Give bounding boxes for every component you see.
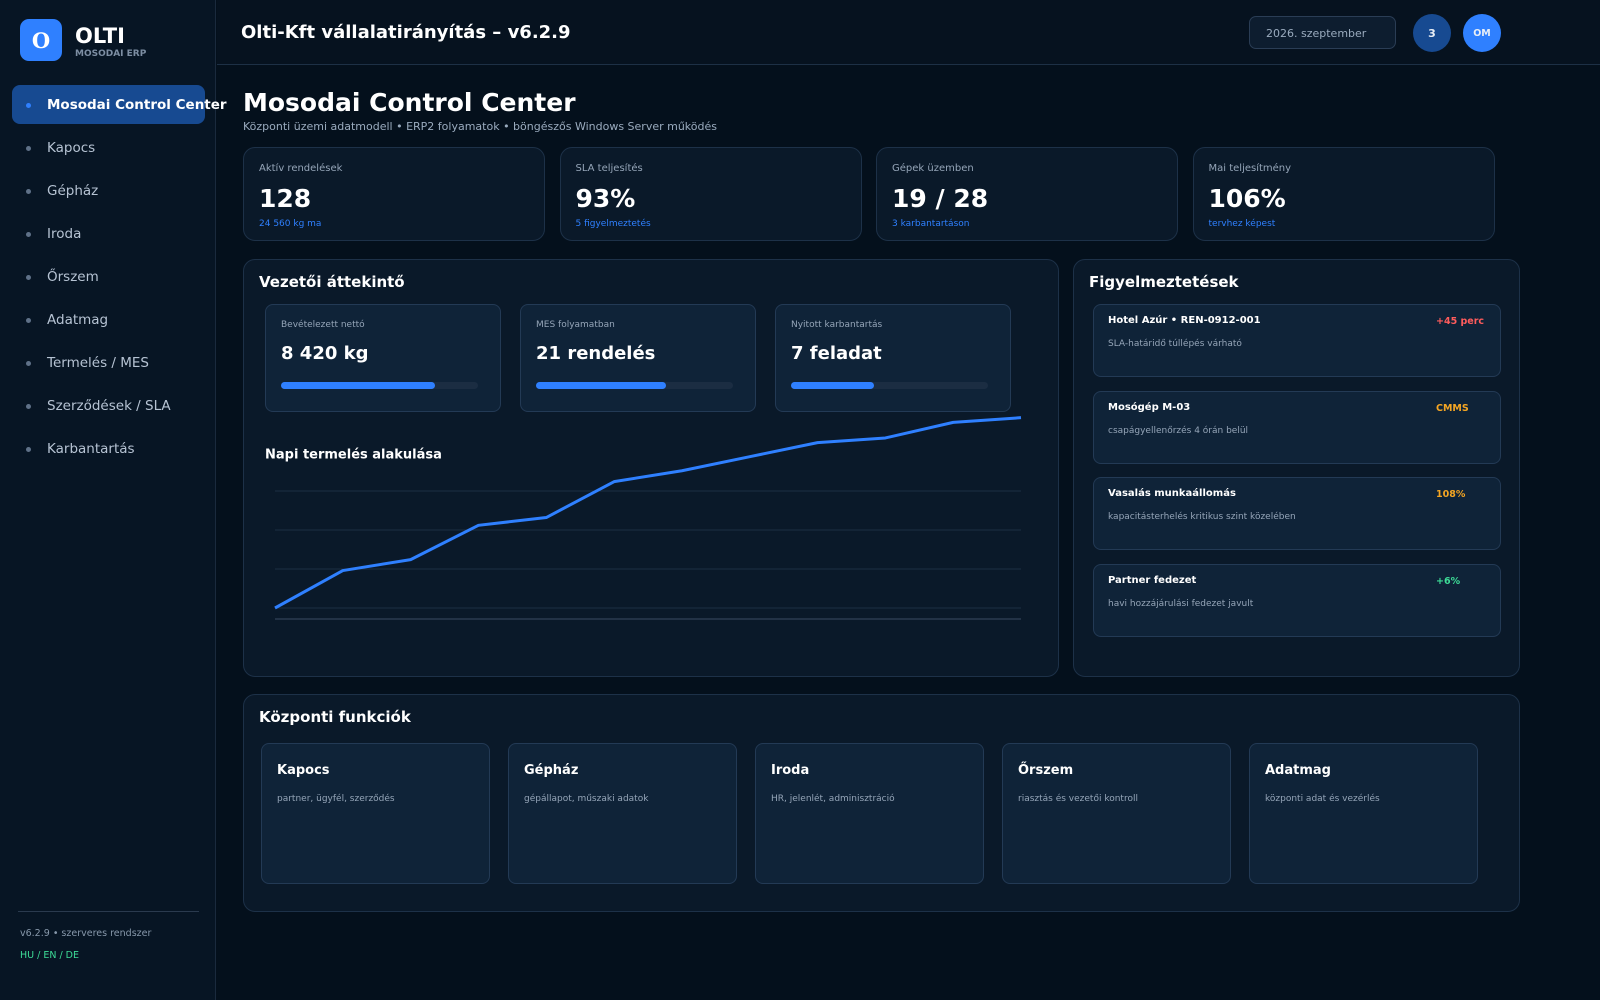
functions-panel: Központi funkciók Kapocs partner, ügyfél,… — [243, 694, 1520, 912]
version: v6.2.9 • szerveres rendszer — [20, 928, 152, 939]
line-series — [274, 416, 1022, 610]
metric-value: 21 rendelés — [536, 343, 656, 364]
metric-label: MES folyamatban — [536, 320, 615, 330]
alert-card[interactable]: Mosógép M-03 CMMS csapágyellenőrzés 4 órán… — [1093, 390, 1501, 464]
alerts-panel: Figyelmeztetések Hotel Azúr • REN-0912-0… — [1073, 259, 1520, 677]
kpi-label: Aktív rendelések — [259, 163, 343, 174]
alert-card[interactable]: Hotel Azúr • REN-0912-001 +45 perc SLA-hat… — [1093, 304, 1501, 377]
kpi-card: Aktív rendelések 128 24 560 kg ma — [243, 147, 545, 241]
kpi-value: 19 / 28 — [892, 184, 989, 213]
nav-item[interactable]: Gépház — [12, 171, 205, 210]
metric-label: Nyitott karbantartás — [791, 320, 883, 330]
alert-text: SLA-határidő túllépés várható — [1108, 339, 1242, 349]
alert-badge: CMMS — [1436, 402, 1469, 414]
alert-card[interactable]: Vasalás munkaállomás 108% kapacitásterhelé… — [1093, 477, 1501, 550]
alert-title: Partner fedezet — [1108, 574, 1197, 586]
page-title: Mosodai Control Center — [243, 88, 576, 117]
nav-item[interactable]: Termelés / MES — [12, 343, 205, 382]
kpi-value: 93% — [575, 184, 636, 213]
alert-title: Vasalás munkaállomás — [1108, 488, 1236, 499]
alert-text: havi hozzájárulási fedezet javult — [1108, 598, 1254, 609]
kpi-note: 24 560 kg ma — [259, 219, 322, 229]
kpi-label: SLA teljesítés — [575, 163, 643, 174]
metric-label: Bevételezett nettó — [281, 320, 365, 330]
header: Olti-Kft vállalatirányítás – v6.2.9 2026… — [217, 0, 1600, 65]
chart-title: Napi termelés alakulása — [265, 448, 442, 463]
app-title: Olti-Kft vállalatirányítás – v6.2.9 — [241, 22, 571, 43]
overview-panel: Vezetői áttekintő Napi termelés alakulás… — [243, 259, 1059, 677]
progress-bar — [281, 382, 435, 389]
function-text: partner, ügyfél, szerződés — [277, 794, 395, 804]
metric-card: Nyitott karbantartás 7 feladat — [775, 304, 1011, 412]
function-title: Gépház — [524, 763, 579, 778]
page-subtitle: Központi üzemi adatmodell • ERP2 folyama… — [243, 120, 717, 133]
kpi-label: Mai teljesítmény — [1208, 163, 1292, 174]
progress-track — [791, 382, 988, 389]
nav-item[interactable]: Iroda — [12, 214, 205, 253]
function-text: központi adat és vezérlés — [1265, 794, 1380, 804]
kpi-note: 5 figyelmeztetés — [575, 219, 651, 229]
function-card[interactable]: Kapocs partner, ügyfél, szerződés — [261, 743, 490, 884]
languages[interactable]: HU / EN / DE — [20, 950, 80, 961]
metric-card: MES folyamatban 21 rendelés — [520, 304, 756, 412]
nav-item[interactable]: Karbantartás — [12, 429, 205, 468]
function-title: Adatmag — [1265, 763, 1331, 778]
panel-title: Központi funkciók — [259, 708, 411, 726]
metric-value: 8 420 kg — [281, 343, 369, 364]
date-picker[interactable]: 2026. szeptember — [1249, 16, 1396, 49]
alert-card[interactable]: Partner fedezet +6% havi hozzájárulási fed… — [1093, 563, 1501, 637]
sidebar: O OLTI MOSODAI ERP Mosodai Control Cente… — [0, 0, 227, 1000]
kpi-card: Gépek üzemben 19 / 28 3 karbantartáson — [876, 147, 1178, 241]
alert-title: Mosógép M-03 — [1108, 401, 1191, 413]
brand: OLTI — [75, 24, 125, 48]
alert-title: Hotel Azúr • REN-0912-001 — [1108, 315, 1261, 326]
kpi-card: Mai teljesítmény 106% tervhez képest — [1192, 147, 1495, 241]
kpi-note: tervhez képest — [1208, 219, 1276, 229]
panel-title: Figyelmeztetések — [1089, 273, 1239, 291]
function-text: gépállapot, műszaki adatok — [524, 794, 649, 804]
nav-item[interactable]: Szerződések / SLA — [12, 386, 205, 425]
metric-card: Bevételezett nettó 8 420 kg — [265, 304, 501, 412]
kpi-note: 3 karbantartáson — [892, 219, 970, 229]
function-card[interactable]: Őrszem riasztás és vezetői kontroll — [1002, 743, 1231, 884]
function-card[interactable]: Adatmag központi adat és vezérlés — [1249, 743, 1478, 884]
progress-bar — [791, 382, 874, 389]
alert-badge: +6% — [1436, 575, 1461, 587]
kpi-card: SLA teljesítés 93% 5 figyelmeztetés — [559, 147, 862, 241]
notifications[interactable]: 3 — [1413, 14, 1451, 52]
function-text: riasztás és vezetői kontroll — [1018, 794, 1138, 804]
function-text: HR, jelenlét, adminisztráció — [771, 794, 895, 804]
kpi-label: Gépek üzemben — [892, 163, 974, 174]
nav-item[interactable]: Mosodai Control Center — [12, 85, 227, 124]
brand-subtitle: MOSODAI ERP — [75, 49, 147, 59]
logo: O — [20, 19, 62, 61]
panel-title: Vezetői áttekintő — [259, 273, 405, 291]
function-title: Kapocs — [277, 763, 330, 778]
progress-bar — [536, 382, 667, 389]
alert-badge: 108% — [1436, 489, 1466, 500]
nav-item[interactable]: Kapocs — [12, 128, 205, 167]
divider — [18, 911, 199, 912]
function-title: Iroda — [771, 763, 810, 778]
alert-text: csapágyellenőrzés 4 órán belül — [1108, 425, 1249, 436]
kpi-value: 106% — [1208, 184, 1286, 213]
alert-badge: +45 perc — [1436, 316, 1485, 327]
alert-text: kapacitásterhelés kritikus szint közeléb… — [1108, 512, 1296, 522]
avatar[interactable]: OM — [1463, 14, 1501, 52]
function-card[interactable]: Gépház gépállapot, műszaki adatok — [508, 743, 737, 884]
nav-item[interactable]: Adatmag — [12, 300, 205, 339]
nav-item[interactable]: Őrszem — [12, 257, 205, 296]
function-title: Őrszem — [1018, 763, 1074, 778]
kpi-value: 128 — [259, 184, 312, 213]
function-card[interactable]: Iroda HR, jelenlét, adminisztráció — [755, 743, 984, 884]
metric-value: 7 feladat — [791, 343, 882, 364]
line-chart: Napi termelés alakulása — [265, 416, 1022, 620]
